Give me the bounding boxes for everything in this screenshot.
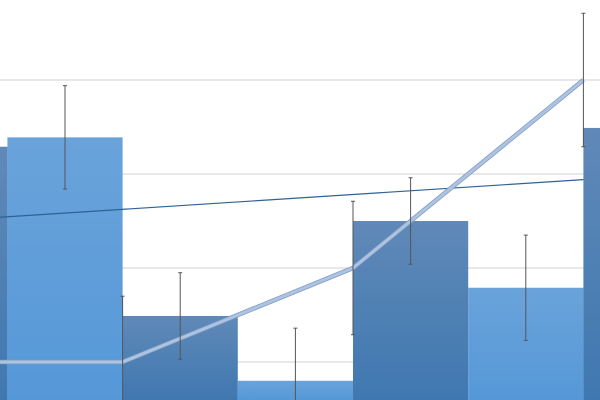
error-bar	[293, 327, 298, 400]
error-bar	[120, 295, 125, 400]
error-bars	[63, 12, 586, 400]
trendline-path	[0, 179, 584, 218]
line-series-path	[0, 78, 585, 364]
error-bar	[63, 85, 67, 190]
error-bar	[523, 234, 528, 341]
bar	[583, 127, 600, 400]
error-bar	[351, 200, 355, 336]
trendline	[0, 179, 584, 218]
error-bar	[178, 272, 183, 360]
error-bar	[581, 12, 586, 148]
bar	[0, 146, 8, 400]
line-series	[0, 78, 585, 365]
bars	[0, 127, 600, 400]
error-bar	[408, 177, 413, 265]
